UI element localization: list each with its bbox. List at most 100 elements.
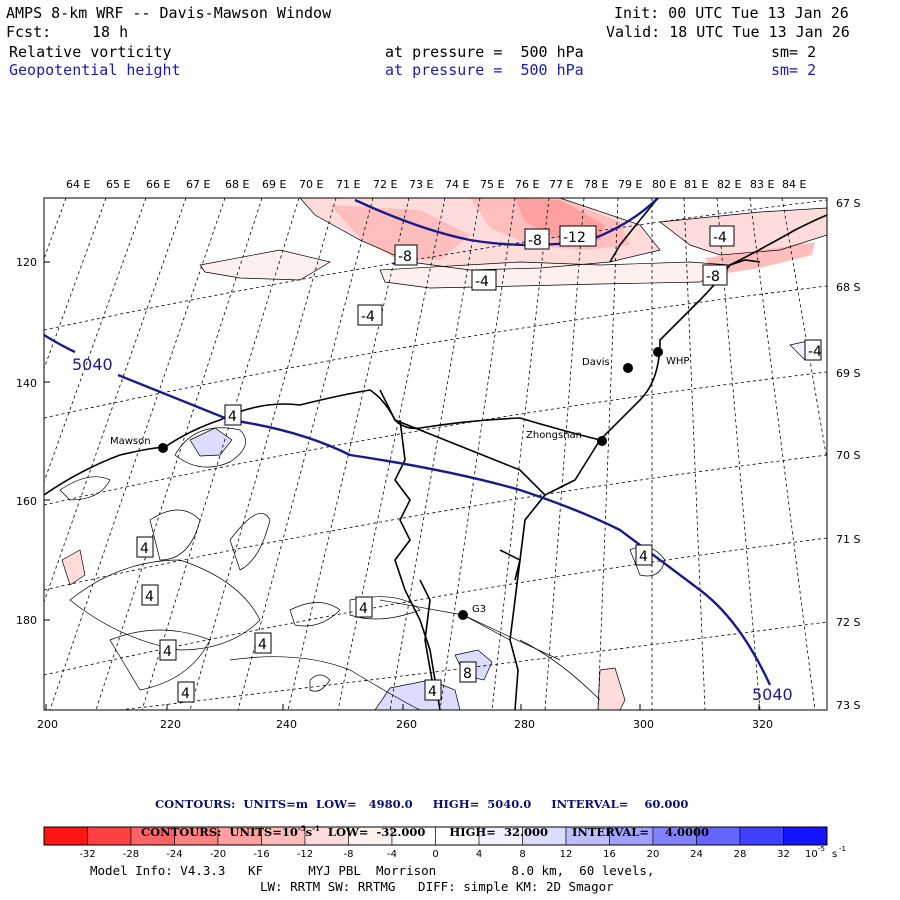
longitude-labels: 64 E 65 E 66 E 67 E 68 E 69 E 70 E 71 E … (66, 178, 806, 191)
lon-label: 84 E (782, 178, 806, 191)
colorbar-swatch (87, 826, 132, 846)
lon-label: 83 E (750, 178, 774, 191)
vort-label: -4 (713, 230, 727, 246)
station-lines (379, 599, 561, 661)
lon-label: 77 E (549, 178, 573, 191)
lon-label: 67 E (186, 178, 210, 191)
colorbar-swatch (783, 826, 828, 846)
vort-label-box: -4 (471, 269, 497, 291)
field-2-name: Geopotential height (9, 61, 181, 79)
colorbar-labels: -32 -28 -24 -20 -16 -12 -8 -4 0 4 8 12 16 20 24 28 32 (79, 849, 790, 860)
lat-label: 68 S (836, 281, 860, 294)
lon-label: 81 E (684, 178, 708, 191)
header-title: AMPS 8-km WRF -- Davis-Mawson Window (6, 4, 332, 22)
lon-label: 66 E (146, 178, 170, 191)
grid-x-label: 260 (396, 718, 417, 731)
grid-y-label: 120 (16, 256, 37, 269)
vort-label: -4 (475, 274, 489, 290)
lon-label: 80 E (652, 178, 676, 191)
lon-label: 64 E (66, 178, 90, 191)
vort-label: 4 (140, 541, 149, 557)
vort-label-box: 4 (136, 536, 154, 558)
station-marker-zhongshan (597, 436, 607, 446)
lat-label: 70 S (836, 449, 860, 462)
colorbar-label: 28 (734, 849, 747, 860)
vort-label-box: 4 (635, 544, 653, 566)
contours-vorticity-rest: LOW= -32.000 HIGH= 32.000 INTERVAL= 4.00… (319, 824, 710, 839)
vort-label-box: -8 (702, 264, 728, 286)
header-valid: Valid: 18 UTC Tue 13 Jan 26 (606, 23, 850, 41)
contours-height-info: CONTOURS: UNITS=m LOW= 4980.0 HIGH= 5040… (155, 797, 689, 811)
header-forecast-hours: 18 h (92, 23, 129, 41)
colorbar-unit-prefix: 10 (805, 849, 818, 860)
lon-label: 79 E (618, 178, 642, 191)
coastlines (44, 198, 827, 710)
lon-label: 72 E (373, 178, 397, 191)
vort-label: 8 (463, 666, 472, 682)
vort-label-box: -4 (709, 225, 735, 247)
grid-y-labels: 120 140 160 180 (16, 256, 37, 627)
grid-y-label: 180 (16, 614, 37, 627)
colorbar-label: -8 (344, 849, 354, 860)
footer-physics-info: LW: RRTM SW: RRTMG DIFF: simple KM: 2D S… (260, 879, 614, 894)
lon-label: 76 E (515, 178, 539, 191)
height-labels: 5040 5040 (72, 355, 793, 704)
grid-x-label: 320 (752, 718, 773, 731)
grid-x-labels: 200 220 240 260 280 300 320 (37, 718, 773, 731)
vort-label: -8 (528, 233, 542, 249)
colorbar-label: 0 (432, 849, 438, 860)
colorbar-label: 24 (690, 849, 703, 860)
colorbar-label: -24 (166, 849, 182, 860)
colorbar-label: -4 (387, 849, 397, 860)
lat-label: 67 S (836, 197, 860, 210)
station-marker-davis (623, 363, 633, 373)
lon-label: 68 E (225, 178, 249, 191)
colorbar-label: -32 (79, 849, 95, 860)
lat-label: 69 S (836, 367, 860, 380)
lat-label: 71 S (836, 533, 860, 546)
lat-label: 73 S (836, 699, 860, 712)
vort-label-box: 4 (355, 596, 373, 618)
lon-label: 78 E (584, 178, 608, 191)
vort-label: 4 (258, 637, 267, 653)
height-label: 5040 (72, 355, 113, 374)
colorbar-unit-suffix-exp: -1 (839, 845, 846, 853)
colorbar-label: 32 (777, 849, 790, 860)
colorbar-label: -12 (297, 849, 313, 860)
lon-label: 75 E (480, 178, 504, 191)
vort-label: 4 (163, 644, 172, 660)
vort-label: 4 (145, 589, 154, 605)
field-2-level: at pressure = 500 hPa (385, 61, 584, 79)
station-labels: Mawson Davis WHP Zhongshan G3 (110, 356, 689, 615)
station-label-davis: Davis (582, 357, 610, 368)
contours-vorticity-info: CONTOURS: UNITS=10-5s-1 LOW= -32.000 HIG… (133, 810, 709, 839)
contours-vorticity-exp2: -1 (312, 824, 320, 833)
colorbar-label: -20 (210, 849, 226, 860)
vort-label-box: 8 (459, 661, 477, 683)
vort-label: -8 (398, 249, 412, 265)
colorbar-label: 16 (603, 849, 616, 860)
grid-y-label: 160 (16, 495, 37, 508)
vort-label: -4 (808, 344, 822, 360)
field-1-level: at pressure = 500 hPa (385, 43, 584, 61)
lon-label: 74 E (445, 178, 469, 191)
vort-label-box: -12 (559, 225, 597, 247)
colorbar-unit-suffix: s (832, 849, 837, 860)
station-marker-g3 (458, 610, 468, 620)
grid-x-label: 280 (514, 718, 535, 731)
header-forecast-label: Fcst: (6, 23, 52, 41)
vorticity-shading (62, 198, 827, 710)
height-label: 5040 (752, 685, 793, 704)
grid-x-label: 300 (633, 718, 654, 731)
lon-label: 70 E (299, 178, 323, 191)
station-label-whp: WHP (666, 356, 689, 367)
contours-vorticity-prefix: CONTOURS: UNITS=10 (141, 824, 298, 839)
vort-label-box: 4 (159, 639, 177, 661)
colorbar-frame (43, 826, 828, 846)
vort-label-box: 4 (254, 632, 272, 654)
lat-label: 72 S (836, 616, 860, 629)
lon-label: 73 E (409, 178, 433, 191)
station-markers (158, 347, 663, 620)
map-plot-area (44, 198, 827, 710)
